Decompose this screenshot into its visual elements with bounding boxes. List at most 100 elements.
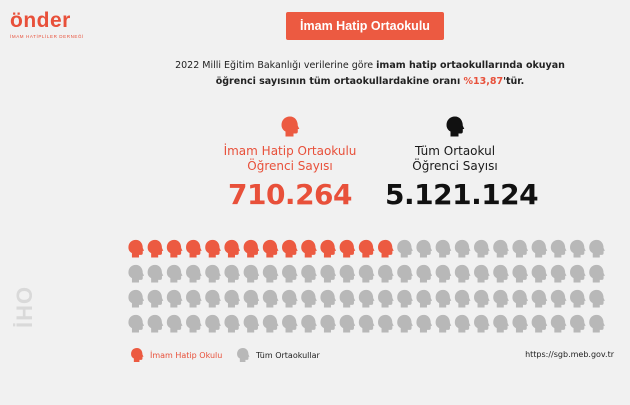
head-icon-total bbox=[512, 314, 529, 333]
head-profile-icon bbox=[131, 348, 144, 362]
head-icon-total bbox=[282, 289, 298, 308]
head-profile-icon bbox=[281, 116, 300, 137]
head-icon-total bbox=[397, 289, 413, 308]
head-icon-total bbox=[243, 314, 260, 333]
head-icon-total bbox=[224, 289, 241, 308]
head-icon-total bbox=[147, 289, 164, 308]
head-icon-total bbox=[186, 264, 202, 283]
head-icon-total bbox=[397, 264, 413, 283]
head-icon-total bbox=[320, 314, 337, 333]
head-icon-total bbox=[416, 314, 433, 333]
head-icon-total bbox=[531, 314, 548, 333]
head-icon-total bbox=[589, 289, 605, 308]
head-icon-imam-hatip bbox=[186, 239, 202, 258]
head-icon-total bbox=[339, 289, 356, 308]
head-icon-total bbox=[205, 289, 221, 308]
head-icon-total bbox=[550, 314, 567, 333]
head-icon-total bbox=[531, 289, 548, 308]
head-icon-total bbox=[512, 289, 529, 308]
head-icon-imam-hatip bbox=[301, 239, 317, 258]
head-icon-imam-hatip bbox=[320, 239, 337, 258]
head-icon-total bbox=[224, 264, 241, 283]
head-icon-imam-hatip bbox=[358, 239, 375, 258]
intro-part: 2022 Milli Eğitim Bakanlığı verilerine g… bbox=[175, 60, 377, 71]
logo-subtitle: İMAM HATİPLİLER DERNEĞİ bbox=[10, 34, 84, 39]
head-icon-total bbox=[589, 264, 605, 283]
head-icon-total bbox=[166, 289, 183, 308]
head-icon-imam-hatip bbox=[166, 239, 183, 258]
title-badge: İmam Hatip Ortaokulu bbox=[286, 12, 444, 40]
head-icon-imam-hatip bbox=[262, 239, 279, 258]
head-icon-imam-hatip bbox=[128, 239, 145, 258]
head-icon-total bbox=[493, 264, 509, 283]
stat-total-label-1: Tüm Ortaokul bbox=[414, 144, 496, 158]
stat-total-value: 5.121.124 bbox=[385, 178, 539, 211]
head-icon-total bbox=[358, 289, 375, 308]
head-icon-total bbox=[358, 314, 375, 333]
head-icon-total bbox=[493, 314, 509, 333]
head-icon-total bbox=[474, 239, 490, 258]
stat-imam-hatip: İmam Hatip Ortaokulu Öğrenci Sayısı 710.… bbox=[215, 115, 365, 211]
head-icon-total bbox=[435, 289, 452, 308]
head-icon-total bbox=[282, 264, 298, 283]
head-icon-total bbox=[378, 264, 394, 283]
head-icon-total bbox=[570, 314, 586, 333]
head-icon-total bbox=[186, 314, 202, 333]
head-icon-total bbox=[454, 239, 471, 258]
head-icon-total bbox=[454, 314, 471, 333]
head-icon-total bbox=[224, 314, 241, 333]
head-icon-total bbox=[435, 239, 452, 258]
head-icon-total bbox=[147, 314, 164, 333]
head-icon-total bbox=[205, 264, 221, 283]
head-icon-total bbox=[416, 264, 433, 283]
head-icon-total bbox=[262, 264, 279, 283]
head-icon-total bbox=[147, 264, 164, 283]
head-icon-imam-hatip bbox=[147, 239, 164, 258]
head-icon-total bbox=[243, 289, 260, 308]
head-icon-total bbox=[454, 264, 471, 283]
head-icon-total bbox=[397, 314, 413, 333]
head-icon-total bbox=[320, 289, 337, 308]
head-profile-icon bbox=[446, 116, 465, 137]
head-icon-total bbox=[339, 314, 356, 333]
stat-imam-hatip-label-1: İmam Hatip Ortaokulu bbox=[223, 144, 357, 158]
logo-wordmark: önder bbox=[10, 9, 71, 32]
pictogram-grid bbox=[128, 239, 605, 333]
head-icon-total bbox=[454, 289, 471, 308]
head-icon-imam-hatip bbox=[243, 239, 260, 258]
head-icon-total bbox=[358, 264, 375, 283]
head-icon-total bbox=[128, 264, 145, 283]
stat-total: Tüm Ortaokul Öğrenci Sayısı 5.121.124 bbox=[385, 115, 539, 211]
legend-imam-hatip-label: İmam Hatip Okulu bbox=[150, 350, 223, 360]
head-icon-total bbox=[570, 264, 586, 283]
head-icon-total bbox=[435, 264, 452, 283]
head-icon-imam-hatip bbox=[205, 239, 221, 258]
head-icon-total bbox=[570, 239, 586, 258]
head-icon-total bbox=[550, 289, 567, 308]
head-icon-total bbox=[550, 239, 567, 258]
head-icon-total bbox=[339, 264, 356, 283]
intro-bold-end: 'tür. bbox=[503, 76, 525, 87]
head-icon-total bbox=[474, 264, 490, 283]
head-icon-total bbox=[416, 289, 433, 308]
head-icon-total bbox=[550, 264, 567, 283]
head-icon-total bbox=[531, 264, 548, 283]
head-icon-total bbox=[320, 264, 337, 283]
head-icon-imam-hatip bbox=[378, 239, 394, 258]
stat-total-label-2: Öğrenci Sayısı bbox=[412, 158, 498, 173]
head-icon-total bbox=[128, 314, 145, 333]
intro-text: 2022 Milli Eğitim Bakanlığı verilerine g… bbox=[170, 58, 570, 90]
head-icon-imam-hatip bbox=[282, 239, 298, 258]
head-icon-total bbox=[282, 314, 298, 333]
intro-bold: imam hatip ortaokullarında okuyan öğrenc… bbox=[215, 60, 565, 87]
head-icon-total bbox=[301, 314, 317, 333]
head-icon-total bbox=[493, 239, 509, 258]
source-link: https://sgb.meb.gov.tr bbox=[525, 350, 614, 359]
head-icon-total bbox=[262, 314, 279, 333]
side-watermark: İHO bbox=[12, 285, 37, 328]
head-icon-total bbox=[301, 289, 317, 308]
head-icon-total bbox=[205, 314, 221, 333]
legend-total-label: Tüm Ortaokullar bbox=[256, 350, 320, 360]
stat-imam-hatip-value: 710.264 bbox=[227, 178, 353, 211]
head-icon-total bbox=[378, 289, 394, 308]
